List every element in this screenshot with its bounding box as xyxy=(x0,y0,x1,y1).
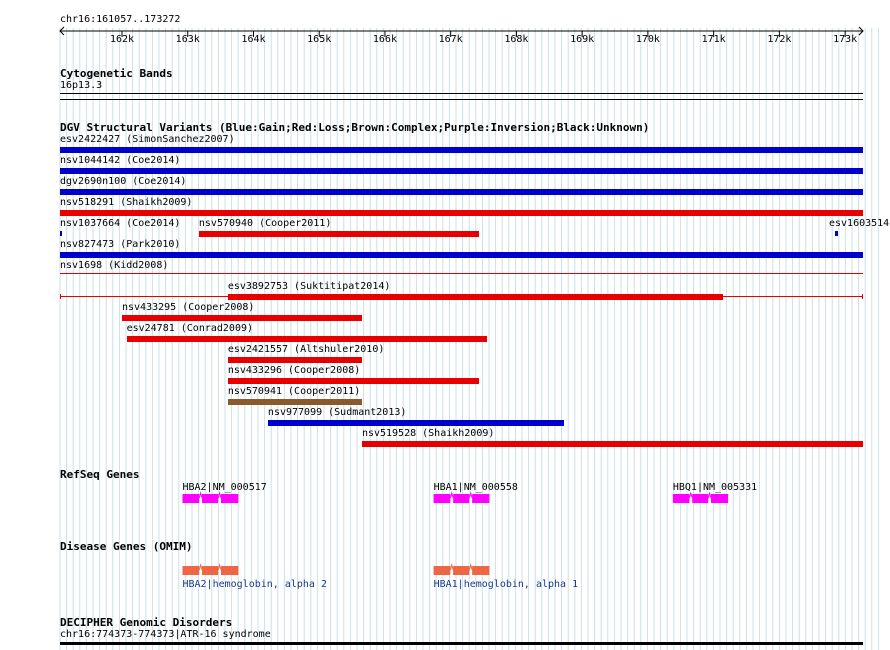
ruler-tick-label: 170k xyxy=(635,34,660,45)
omim-exon xyxy=(182,566,200,575)
cytoband-label[interactable]: 16p13.3 xyxy=(60,80,103,91)
dgv-feature-label[interactable]: nsv827473 (Park2010) xyxy=(60,239,181,250)
refseq-intron xyxy=(449,491,454,499)
omim-exon xyxy=(433,566,451,575)
refseq-exon xyxy=(202,494,219,503)
ruler-tick-label: 167k xyxy=(438,34,463,45)
dgv-feature-bar[interactable] xyxy=(121,315,362,321)
omim-gene-label[interactable]: HBA1|hemoglobin, alpha 1 xyxy=(433,579,579,590)
refseq-exon xyxy=(182,494,200,503)
cytoband-rule-top xyxy=(60,93,863,94)
ruler-tick-label: 169k xyxy=(570,34,595,45)
omim-intron xyxy=(217,563,222,571)
dgv-feature-label[interactable]: esv1603514 xyxy=(829,218,890,229)
dgv-feature-label[interactable]: nsv1044142 (Coe2014) xyxy=(60,155,181,166)
refseq-intron xyxy=(468,491,473,499)
omim-gene-glyph[interactable] xyxy=(0,560,890,580)
ruler-arrow-right xyxy=(858,26,864,36)
dgv-feature-label[interactable]: nsv570941 (Cooper2011) xyxy=(227,386,361,397)
refseq-gene-glyph[interactable] xyxy=(0,488,890,508)
refseq-gene-label[interactable]: HBA1|NM_000558 xyxy=(433,482,518,493)
ruler-tick-label: 163k xyxy=(175,34,200,45)
decipher-track-title[interactable]: DECIPHER Genomic Disorders xyxy=(60,616,233,629)
refseq-exon xyxy=(472,494,490,503)
omim-gene-label[interactable]: HBA2|hemoglobin, alpha 2 xyxy=(182,579,327,590)
refseq-intron xyxy=(217,491,222,499)
dgv-feature-label[interactable]: nsv518291 (Shaikh2009) xyxy=(60,197,193,208)
decipher-feature-bar[interactable] xyxy=(60,642,863,645)
dgv-feature-bar[interactable] xyxy=(198,231,479,237)
ruler-tick-label: 171k xyxy=(701,34,726,45)
dgv-feature-label[interactable]: esv24781 (Conrad2009) xyxy=(126,323,254,334)
dgv-feature-label[interactable]: nsv977099 (Sudmant2013) xyxy=(267,407,407,418)
refseq-gene-label[interactable]: HBA2|NM_000517 xyxy=(182,482,267,493)
dgv-feature-bar[interactable] xyxy=(227,399,362,405)
refseq-gene-label[interactable]: HBQ1|NM_005331 xyxy=(672,482,758,493)
dgv-feature-bar[interactable] xyxy=(60,210,863,216)
omim-intron xyxy=(449,563,454,571)
omim-track-title[interactable]: Disease Genes (OMIM) xyxy=(60,540,193,553)
omim-exon xyxy=(453,566,470,575)
refseq-exon xyxy=(710,494,729,503)
omim-intron xyxy=(198,563,203,571)
dgv-feature-bar[interactable] xyxy=(60,252,863,258)
dgv-feature-label[interactable]: nsv433295 (Cooper2008) xyxy=(121,302,255,313)
dgv-feature-bar[interactable] xyxy=(60,168,863,174)
dgv-feature-bar[interactable] xyxy=(267,420,565,426)
dgv-feature-cap-right xyxy=(862,294,863,299)
refseq-exon xyxy=(433,494,451,503)
refseq-track-title[interactable]: RefSeq Genes xyxy=(60,468,140,481)
dgv-feature-bar[interactable] xyxy=(227,378,479,384)
dgv-feature-label[interactable]: esv2422427 (SimonSanchez2007) xyxy=(60,134,235,145)
refseq-intron xyxy=(707,491,712,499)
dgv-track-title[interactable]: DGV Structural Variants (Blue:Gain;Red:L… xyxy=(60,121,650,134)
refseq-intron xyxy=(688,491,693,499)
dgv-feature-label[interactable]: nsv570940 (Cooper2011) xyxy=(198,218,332,229)
refseq-exon xyxy=(453,494,470,503)
omim-exon xyxy=(221,566,239,575)
ruler-tick-label: 166k xyxy=(372,34,397,45)
omim-intron xyxy=(468,563,473,571)
dgv-feature-label[interactable]: esv2421557 (Altshuler2010) xyxy=(227,344,385,355)
ruler-tick-label: 164k xyxy=(241,34,266,45)
refseq-intron xyxy=(198,491,203,499)
ruler-tick-label: 173k xyxy=(833,34,858,45)
dgv-feature-bar[interactable] xyxy=(227,357,362,363)
refseq-gene-glyph[interactable] xyxy=(0,488,890,508)
dgv-feature-label[interactable]: nsv433296 (Cooper2008) xyxy=(227,365,361,376)
omim-gene-glyph[interactable] xyxy=(0,560,890,580)
ruler-tick-label: 162k xyxy=(109,34,135,45)
ruler-tick-label: 172k xyxy=(767,34,792,45)
ruler-tick-label: 168k xyxy=(504,34,529,45)
dgv-feature-bar[interactable] xyxy=(60,147,863,153)
decipher-feature-label[interactable]: chr16:774373-774373|ATR-16 syndrome xyxy=(60,629,271,640)
dgv-feature-label[interactable]: esv3892753 (Suktitipat2014) xyxy=(227,281,391,292)
dgv-feature-bar[interactable] xyxy=(227,294,723,300)
omim-exon xyxy=(202,566,219,575)
dgv-feature-label[interactable]: dgv2690n100 (Coe2014) xyxy=(60,176,187,187)
dgv-feature-label[interactable]: nsv1698 (Kidd2008) xyxy=(60,260,169,271)
refseq-exon xyxy=(672,494,690,503)
refseq-exon xyxy=(692,494,709,503)
dgv-feature-label[interactable]: nsv1037664 (Coe2014) xyxy=(60,218,181,229)
refseq-gene-glyph[interactable] xyxy=(0,488,890,508)
dgv-feature-cap-left xyxy=(60,294,61,299)
dgv-feature-bar[interactable] xyxy=(835,231,838,236)
dgv-feature-bar[interactable] xyxy=(60,189,863,195)
cytoband-track-title[interactable]: Cytogenetic Bands xyxy=(60,67,173,80)
dgv-feature-bar[interactable] xyxy=(126,336,487,342)
dgv-feature-bar[interactable] xyxy=(361,441,863,447)
omim-exon xyxy=(472,566,490,575)
refseq-exon xyxy=(221,494,239,503)
ruler-tick-label: 165k xyxy=(307,34,332,45)
dgv-feature-bar[interactable] xyxy=(60,273,863,274)
dgv-feature-bar[interactable] xyxy=(60,231,62,236)
cytoband-rule-bottom xyxy=(60,99,863,100)
dgv-feature-label[interactable]: nsv519528 (Shaikh2009) xyxy=(361,428,495,439)
location-label: chr16:161057..173272 xyxy=(60,14,181,25)
ruler-arrow-left xyxy=(59,26,65,36)
